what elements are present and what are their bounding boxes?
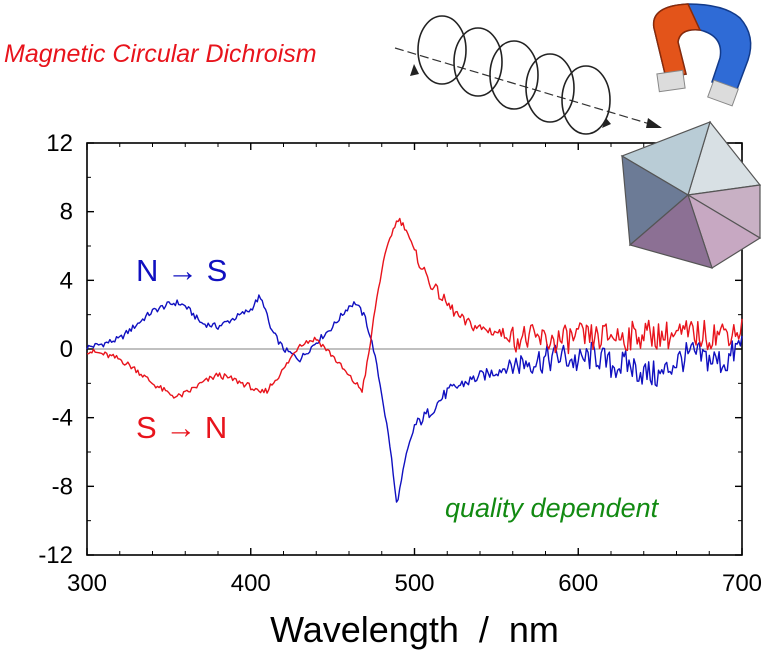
x-axis-label: Wavelength / nm: [270, 609, 559, 650]
series-line-n-to-s: [86, 294, 743, 503]
circularly-polarized-light-helix-icon: [394, 15, 662, 135]
y-tick-label: -12: [38, 542, 73, 569]
y-tick-label: -4: [52, 405, 73, 432]
x-tick-label: 300: [67, 570, 107, 597]
y-tick-label: 12: [46, 130, 73, 157]
label-n-to-s: N → S: [136, 253, 227, 288]
y-tick-label: 0: [60, 336, 73, 363]
octahedral-crystal-icon: [620, 120, 762, 269]
x-tick-label: 500: [394, 570, 434, 597]
x-tick-label: 600: [558, 570, 598, 597]
series-line-s-to-n: [86, 217, 743, 399]
quality-note: quality dependent: [445, 493, 660, 523]
y-tick-label: -8: [52, 473, 73, 500]
plot-series: [86, 217, 743, 503]
y-tick-label: 4: [60, 267, 73, 294]
label-s-to-n: S → N: [136, 410, 227, 445]
y-tick-label: 8: [60, 199, 73, 226]
x-tick-label: 400: [231, 570, 271, 597]
x-tick-label: 700: [722, 570, 762, 597]
chart-title: Magnetic Circular Dichroism: [4, 40, 317, 68]
horseshoe-magnet-icon: [652, 3, 752, 107]
